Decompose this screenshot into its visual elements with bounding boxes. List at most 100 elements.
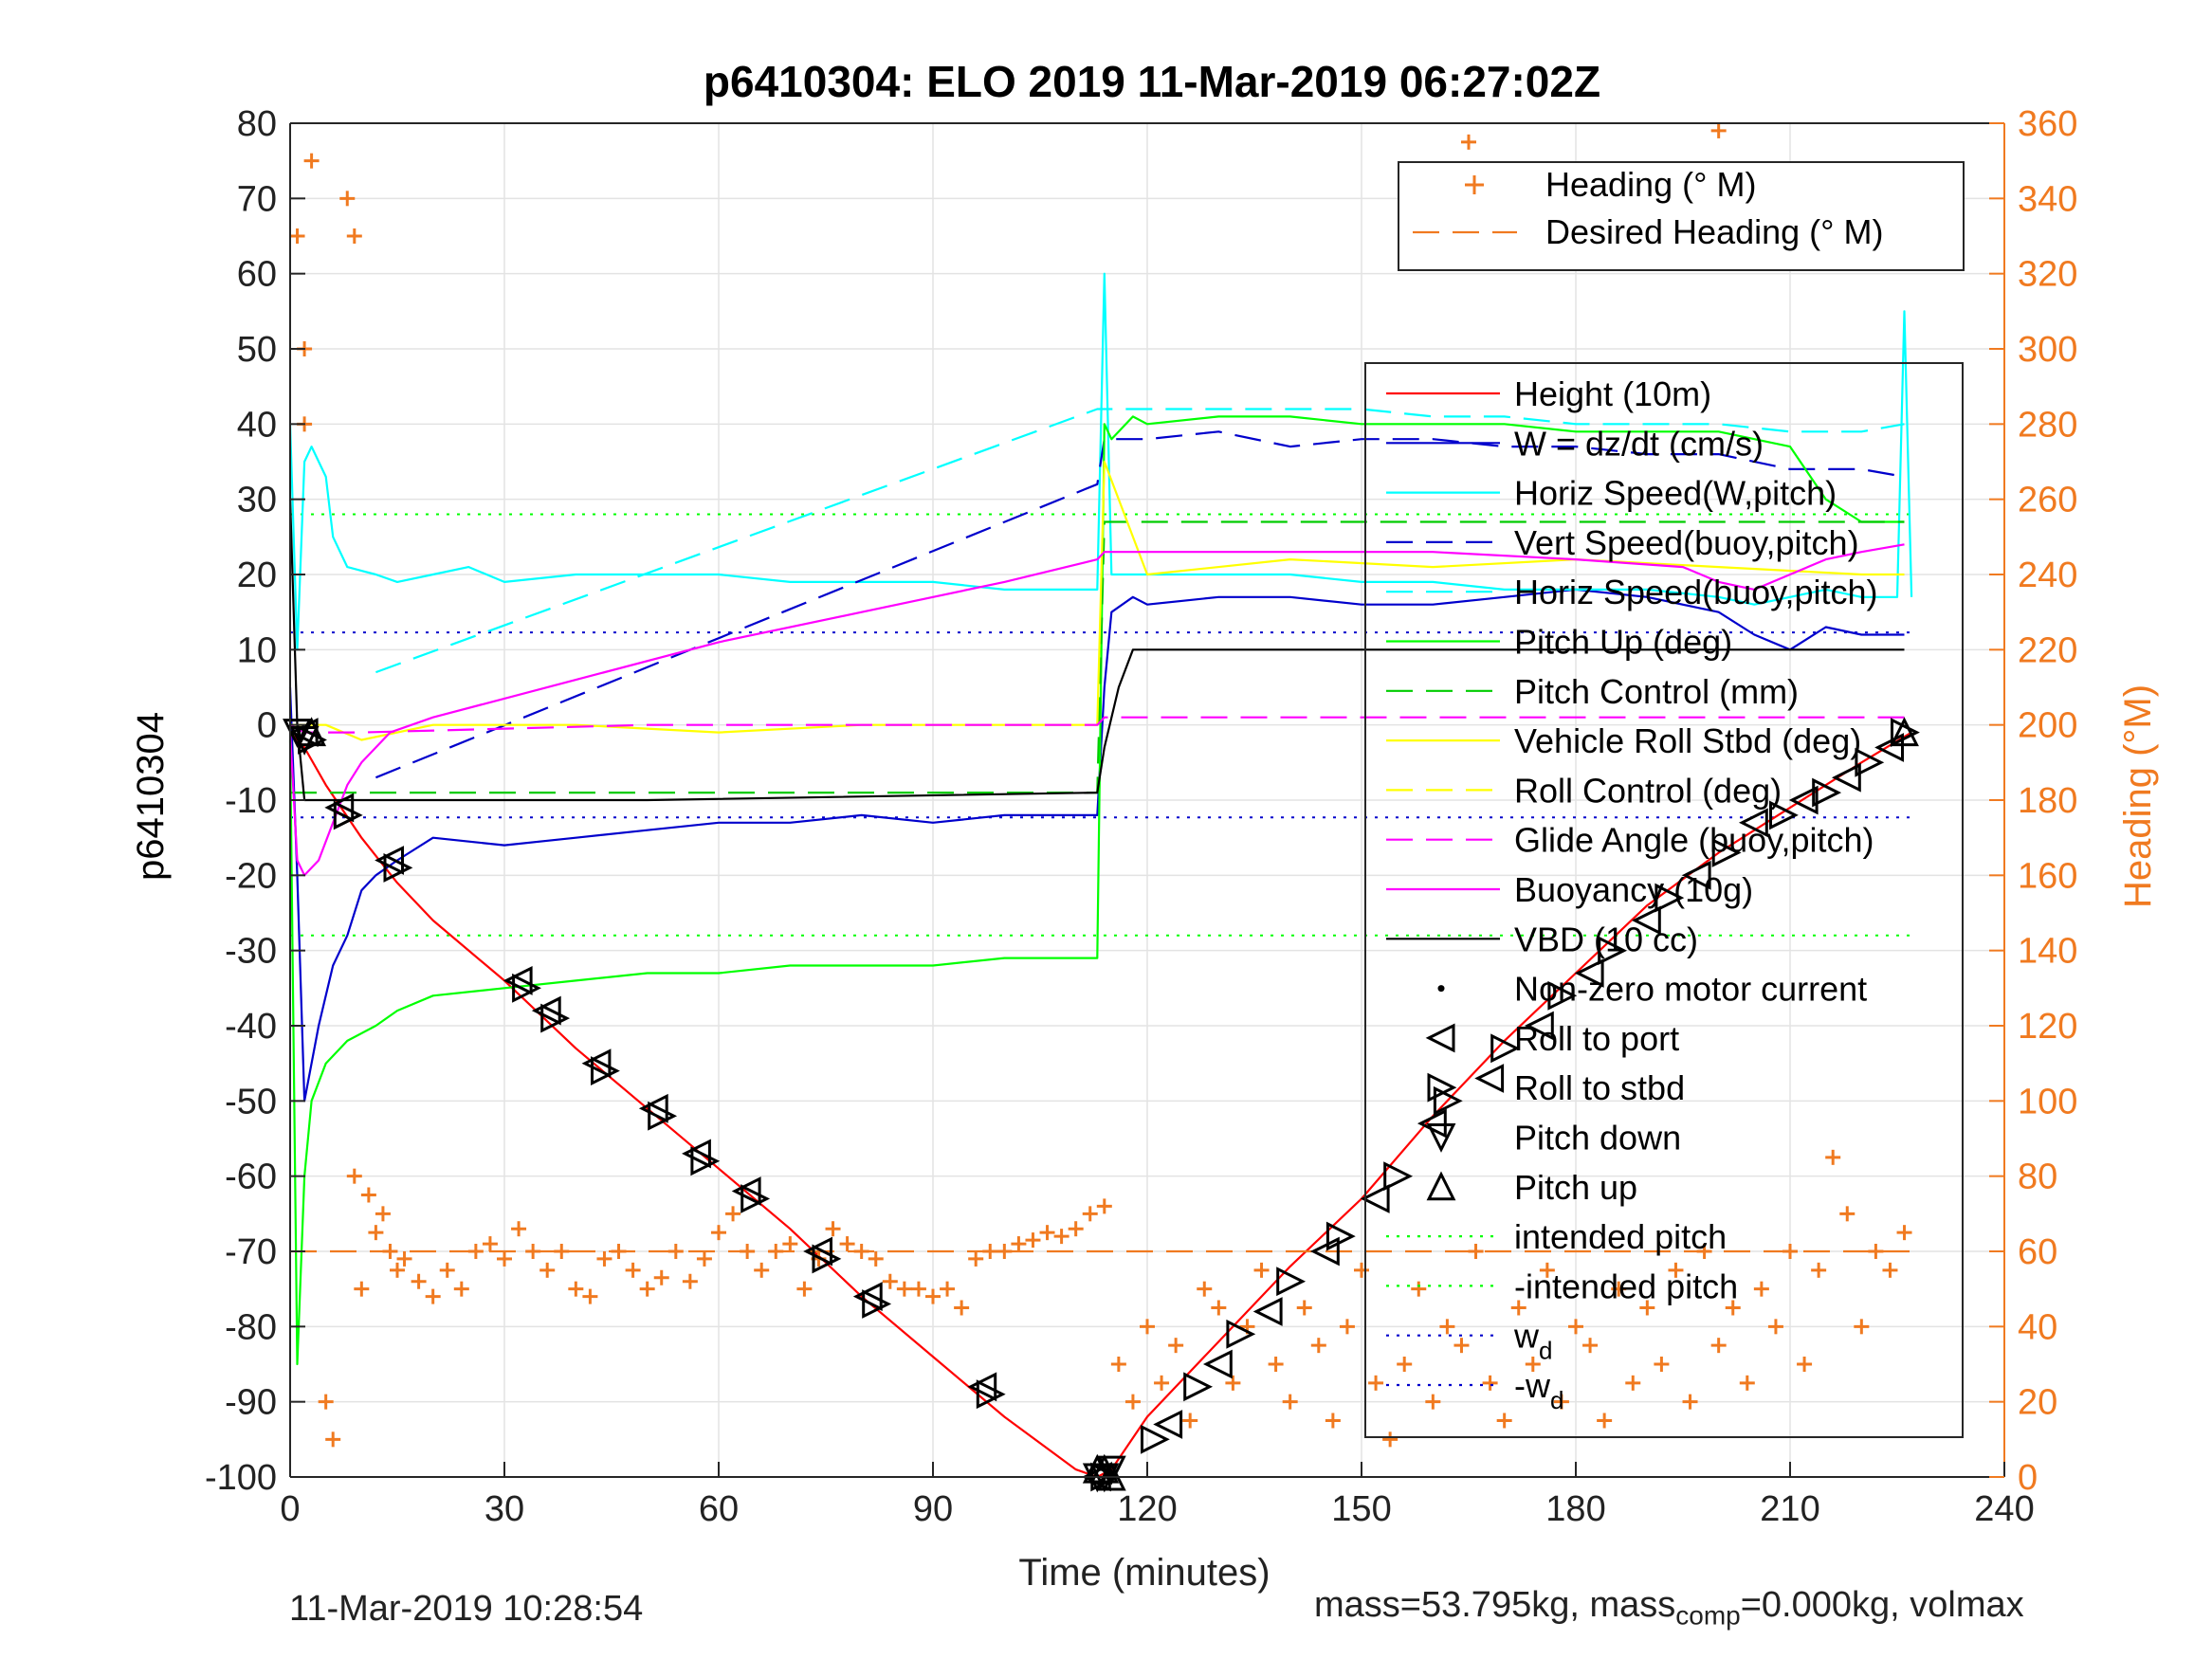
motor-marker-right bbox=[740, 1184, 771, 1213]
axes: 0 30 60 90 120 150 180 210 24080706050403020100-… bbox=[205, 104, 2077, 1529]
y2-tick-label: 240 bbox=[2018, 556, 2077, 595]
motor-marker-left bbox=[1874, 733, 1904, 762]
legend-top-swatch bbox=[1465, 175, 1484, 194]
motor-marker-left bbox=[324, 793, 355, 823]
legend-top-label: Desired Heading (° M) bbox=[1545, 212, 1884, 251]
marker-layer bbox=[283, 122, 1920, 1493]
series-line bbox=[375, 430, 1905, 779]
motor-marker-left bbox=[1574, 958, 1604, 988]
heading-point bbox=[711, 1225, 726, 1241]
heading-point bbox=[1482, 1375, 1498, 1391]
y2-tick-label: 280 bbox=[2018, 405, 2077, 445]
legend-label: Vehicle Roll Stbd (deg) bbox=[1514, 721, 1861, 760]
heading-point bbox=[996, 1244, 1013, 1259]
heading-point bbox=[1425, 1394, 1441, 1410]
heading-point bbox=[1725, 1300, 1741, 1316]
footer-mass-text: mass=53.795kg, mass bbox=[1314, 1585, 1676, 1625]
motor-marker-right bbox=[1598, 936, 1628, 966]
y-tick-label: -90 bbox=[225, 1383, 277, 1423]
y2-tick-label: 200 bbox=[2018, 706, 2077, 746]
heading-point bbox=[289, 228, 305, 244]
legend-label: Roll to stbd bbox=[1514, 1068, 1685, 1107]
legend-label: Pitch Up (deg) bbox=[1514, 623, 1732, 662]
heading-point bbox=[1339, 1319, 1355, 1335]
x-tick-label: 90 bbox=[913, 1489, 953, 1529]
heading-point bbox=[1639, 1300, 1655, 1316]
motor-marker-right bbox=[1711, 838, 1742, 867]
y-tick-label: 70 bbox=[237, 179, 277, 219]
motor-marker-right bbox=[1325, 1221, 1356, 1251]
heading-point bbox=[1597, 1413, 1613, 1429]
y-tick-label: -80 bbox=[225, 1307, 277, 1347]
legend-label: Roll to port bbox=[1514, 1019, 1679, 1058]
heading-point bbox=[1154, 1375, 1170, 1391]
heading-point bbox=[1124, 1394, 1141, 1410]
motor-marker-left bbox=[1524, 1011, 1554, 1041]
heading-point bbox=[346, 1168, 362, 1184]
legend-label: Glide Angle (buoy,pitch) bbox=[1514, 821, 1874, 860]
motor-marker-left bbox=[1788, 785, 1819, 815]
heading-point bbox=[368, 1225, 384, 1241]
heading-point bbox=[1382, 1431, 1398, 1448]
heading-point bbox=[853, 1244, 869, 1259]
motor-marker-right bbox=[1433, 1085, 1463, 1116]
heading-point bbox=[754, 1262, 770, 1278]
x-tick-label: 240 bbox=[1974, 1489, 2034, 1529]
heading-point bbox=[1439, 1319, 1455, 1335]
heading-point bbox=[1710, 1338, 1727, 1354]
x-tick-label: 0 bbox=[280, 1489, 300, 1529]
legend-top-label: Heading (° M) bbox=[1545, 165, 1756, 204]
heading-point bbox=[667, 1244, 684, 1259]
legend-label: Buoyancy (10g) bbox=[1514, 870, 1753, 909]
motor-marker-right bbox=[1141, 1424, 1170, 1454]
y2-tick-label: 40 bbox=[2018, 1307, 2057, 1347]
heading-point bbox=[696, 1250, 712, 1267]
y2-tick-label: 140 bbox=[2018, 932, 2077, 972]
heading-point bbox=[339, 191, 356, 207]
motor-marker-left bbox=[731, 1176, 761, 1206]
motor-marker-down bbox=[289, 726, 320, 756]
y2-tick-label: 80 bbox=[2018, 1158, 2057, 1197]
heading-point bbox=[1625, 1375, 1641, 1391]
y-tick-label: -100 bbox=[205, 1458, 277, 1498]
y-tick-label: -40 bbox=[225, 1007, 277, 1047]
motor-marker-right bbox=[1226, 1319, 1256, 1349]
motor-marker-left bbox=[503, 965, 533, 995]
legend-label: Horiz Speed(W,pitch) bbox=[1514, 474, 1837, 513]
heading-point bbox=[1053, 1229, 1069, 1245]
motor-marker-right bbox=[1769, 800, 1799, 830]
y2-tick-label: 320 bbox=[2018, 255, 2077, 295]
motor-marker-right bbox=[333, 800, 363, 830]
chart-title: p6410304: ELO 2019 11-Mar-2019 06:27:02Z bbox=[704, 57, 1600, 106]
motor-marker-left bbox=[1474, 1064, 1505, 1093]
heading-point bbox=[768, 1244, 784, 1259]
heading-point bbox=[1110, 1357, 1126, 1372]
heading-point bbox=[1140, 1319, 1155, 1335]
heading-point bbox=[882, 1273, 898, 1289]
heading-point bbox=[682, 1273, 698, 1289]
legend: Heading (° M) Desired Heading (° M) Height… bbox=[1364, 161, 1965, 1438]
series-line bbox=[288, 588, 1905, 1103]
motor-marker-left bbox=[1681, 860, 1711, 890]
legend-top-box bbox=[1398, 161, 1965, 271]
heading-point bbox=[1710, 122, 1727, 138]
heading-point bbox=[782, 1236, 798, 1252]
motor-marker-right bbox=[1490, 1033, 1521, 1064]
legend-swatch bbox=[1426, 1123, 1456, 1153]
heading-point bbox=[1896, 1225, 1912, 1241]
y-tick-label: -30 bbox=[225, 932, 277, 972]
heading-point bbox=[1753, 1281, 1769, 1297]
heading-point bbox=[653, 1269, 669, 1285]
motor-marker-left bbox=[803, 1236, 832, 1267]
x-tick-label: 30 bbox=[484, 1489, 524, 1529]
footer-mass: mass=53.795kg, masscomp=0.000kg, volmax bbox=[1314, 1585, 2024, 1632]
heading-point bbox=[596, 1250, 612, 1267]
y2-tick-label: 180 bbox=[2018, 781, 2077, 821]
heading-point bbox=[1368, 1375, 1384, 1391]
heading-point bbox=[1225, 1375, 1241, 1391]
heading-point bbox=[1296, 1300, 1312, 1316]
motor-marker-left bbox=[1738, 808, 1768, 838]
motor-marker-right bbox=[1855, 747, 1885, 777]
heading-point bbox=[1696, 1244, 1712, 1259]
legend-label-sub: d bbox=[1550, 1386, 1563, 1414]
